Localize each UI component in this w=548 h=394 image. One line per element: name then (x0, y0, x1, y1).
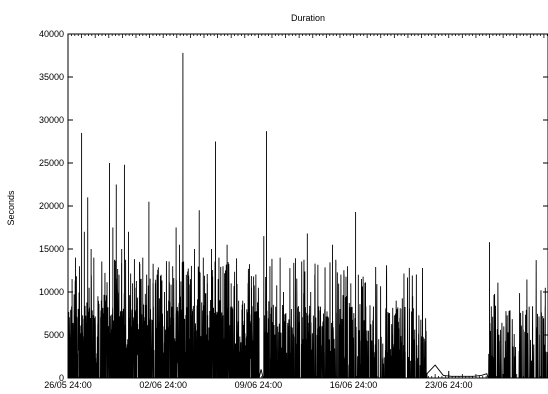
y-tick-label: 35000 (39, 72, 64, 82)
y-tick-label: 40000 (39, 29, 64, 39)
y-tick-label: 25000 (39, 158, 64, 168)
x-tick-label: 02/06 24:00 (139, 380, 187, 389)
x-tick-label: 26/05 24:00 (44, 380, 92, 389)
plot-frame (67, 33, 548, 379)
x-tick-label: 23/06 24:00 (425, 380, 473, 389)
y-tick-label: 30000 (39, 115, 64, 125)
plot-series (67, 52, 548, 379)
chart-title: Duration (291, 13, 325, 23)
y-axis-label: Seconds (6, 190, 16, 226)
y-axis-ticks: 0 5000 10000 15000 20000 25000 30000 35000 40000 (39, 29, 548, 383)
y-tick-label: 5000 (44, 330, 64, 340)
y-tick-label: 15000 (39, 244, 64, 254)
x-tick-label: 09/06 24:00 (235, 380, 283, 389)
duration-series-line (67, 52, 548, 379)
x-tick-label: 16/06 24:00 (330, 380, 378, 389)
y-tick-label: 20000 (39, 201, 64, 211)
y-tick-label: 10000 (39, 287, 64, 297)
y-tick-label: 0 (59, 373, 64, 383)
